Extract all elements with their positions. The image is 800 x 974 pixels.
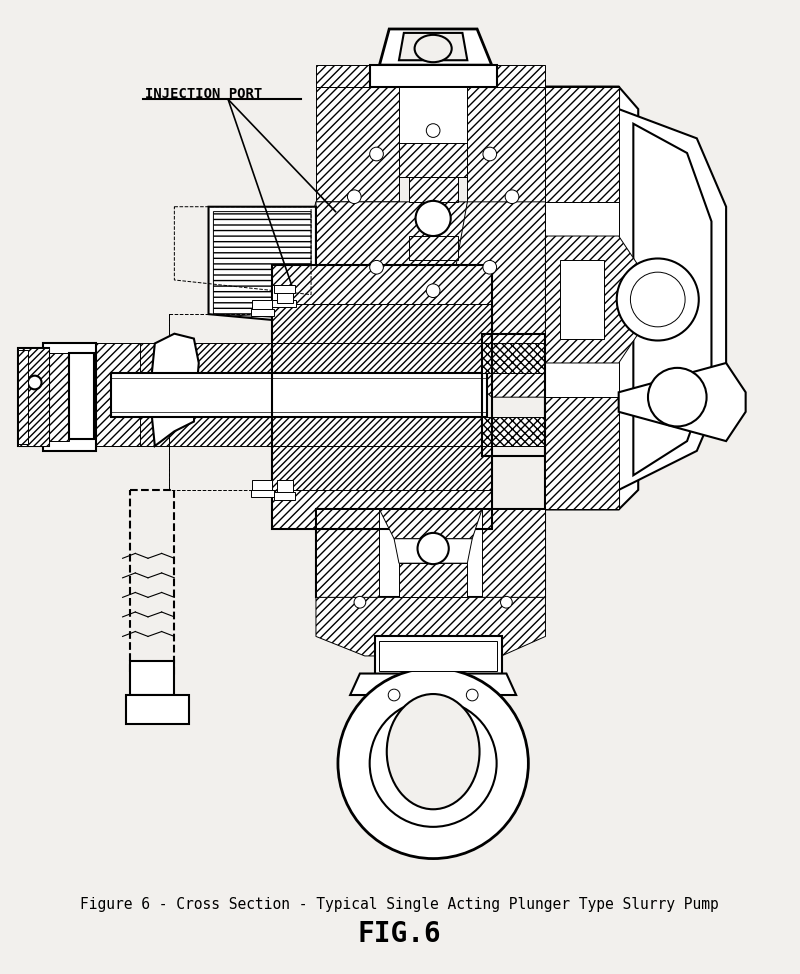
Text: FIG.6: FIG.6 xyxy=(357,920,441,949)
Polygon shape xyxy=(272,305,492,344)
Bar xyxy=(274,284,295,292)
Circle shape xyxy=(483,260,497,274)
Polygon shape xyxy=(482,417,546,446)
Polygon shape xyxy=(150,334,198,446)
Polygon shape xyxy=(316,202,467,324)
Polygon shape xyxy=(399,33,467,60)
Polygon shape xyxy=(272,202,399,397)
Ellipse shape xyxy=(386,694,479,809)
Polygon shape xyxy=(91,417,546,446)
Polygon shape xyxy=(618,109,726,490)
Polygon shape xyxy=(316,509,546,597)
Bar xyxy=(370,65,497,87)
Polygon shape xyxy=(316,597,546,656)
Circle shape xyxy=(388,690,400,701)
Bar xyxy=(42,344,96,451)
Polygon shape xyxy=(546,202,618,397)
Polygon shape xyxy=(374,636,502,676)
Circle shape xyxy=(630,272,685,327)
Bar xyxy=(482,334,546,456)
Circle shape xyxy=(28,376,42,390)
Polygon shape xyxy=(316,509,379,597)
Polygon shape xyxy=(546,236,638,363)
Polygon shape xyxy=(399,87,467,143)
Polygon shape xyxy=(618,363,746,441)
Circle shape xyxy=(483,147,497,161)
Polygon shape xyxy=(482,344,546,373)
Bar xyxy=(126,695,189,725)
Circle shape xyxy=(415,201,450,236)
Circle shape xyxy=(426,283,440,297)
Circle shape xyxy=(354,596,366,608)
Polygon shape xyxy=(546,87,638,509)
Polygon shape xyxy=(316,87,399,202)
Text: INJECTION PORT: INJECTION PORT xyxy=(145,88,262,101)
Circle shape xyxy=(347,190,361,204)
Bar xyxy=(18,349,50,446)
Bar xyxy=(69,354,94,439)
Circle shape xyxy=(648,368,706,427)
Ellipse shape xyxy=(370,700,497,827)
Polygon shape xyxy=(546,87,618,202)
Bar xyxy=(111,373,487,417)
Circle shape xyxy=(370,260,383,274)
Ellipse shape xyxy=(414,35,452,62)
Bar xyxy=(253,480,272,493)
Circle shape xyxy=(505,190,519,204)
Polygon shape xyxy=(130,660,174,695)
Bar xyxy=(272,284,294,300)
Bar xyxy=(269,299,297,308)
Bar xyxy=(274,492,295,500)
Bar xyxy=(272,265,492,529)
Ellipse shape xyxy=(338,668,528,859)
Polygon shape xyxy=(546,397,618,509)
Bar xyxy=(277,289,293,304)
Bar xyxy=(250,490,274,497)
Polygon shape xyxy=(272,446,492,490)
Bar xyxy=(253,299,272,313)
Circle shape xyxy=(426,124,440,137)
Bar xyxy=(277,480,293,494)
Polygon shape xyxy=(634,124,711,475)
Polygon shape xyxy=(272,265,492,305)
Polygon shape xyxy=(409,236,458,260)
Polygon shape xyxy=(399,563,467,597)
Bar xyxy=(18,351,28,444)
Polygon shape xyxy=(409,177,458,202)
Circle shape xyxy=(370,147,383,161)
Polygon shape xyxy=(467,87,546,202)
Polygon shape xyxy=(546,87,618,509)
Polygon shape xyxy=(91,344,546,373)
Circle shape xyxy=(501,596,512,608)
Circle shape xyxy=(466,690,478,701)
Circle shape xyxy=(617,258,698,341)
Polygon shape xyxy=(91,344,140,446)
Bar xyxy=(47,354,69,441)
Polygon shape xyxy=(482,509,546,597)
Polygon shape xyxy=(560,260,604,339)
Polygon shape xyxy=(379,641,497,670)
Polygon shape xyxy=(209,206,316,324)
Text: Figure 6 - Cross Section - Typical Single Acting Plunger Type Slurry Pump: Figure 6 - Cross Section - Typical Singl… xyxy=(79,897,718,913)
Bar xyxy=(14,12,794,861)
Polygon shape xyxy=(399,143,467,177)
Polygon shape xyxy=(379,29,492,65)
Polygon shape xyxy=(214,211,311,319)
Polygon shape xyxy=(423,202,546,397)
Bar xyxy=(250,310,274,317)
Polygon shape xyxy=(350,674,516,695)
Polygon shape xyxy=(18,349,50,446)
Polygon shape xyxy=(379,509,482,539)
Polygon shape xyxy=(272,490,492,529)
Polygon shape xyxy=(394,539,472,563)
Polygon shape xyxy=(316,65,546,87)
Circle shape xyxy=(418,533,449,564)
